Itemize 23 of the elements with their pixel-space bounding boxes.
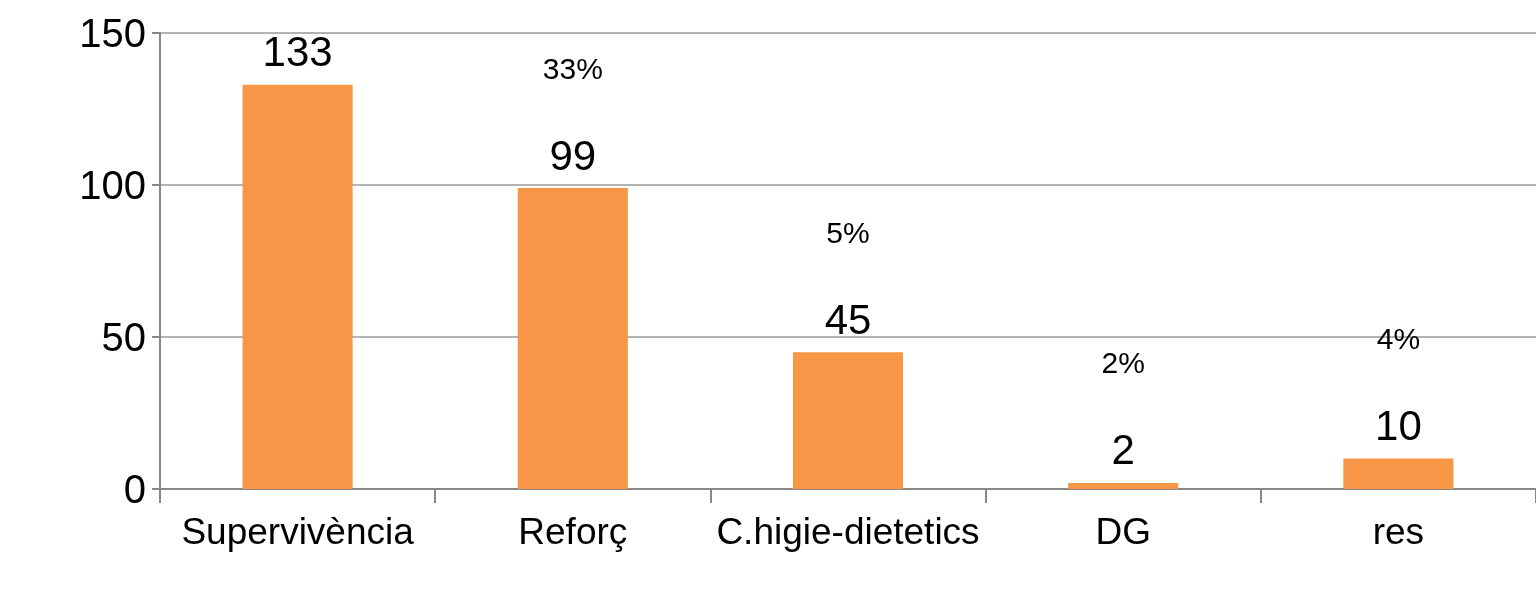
x-tick-label: C.higie-dietetics xyxy=(716,511,980,552)
data-label: 99 xyxy=(549,131,597,179)
y-tick-label: 0 xyxy=(123,467,146,511)
data-label: 10 xyxy=(1375,402,1422,450)
data-label: 133 xyxy=(262,28,333,76)
y-tick-label: 50 xyxy=(101,315,146,359)
data-label: 2 xyxy=(1111,426,1135,474)
bar xyxy=(1343,458,1454,489)
x-tick-label: res xyxy=(1372,511,1425,552)
data-label: 45 xyxy=(824,295,872,343)
annotation: 33% xyxy=(542,51,603,85)
y-tick-label: 150 xyxy=(79,11,146,55)
annotation: 4% xyxy=(1376,322,1421,356)
y-tick-label: 100 xyxy=(79,163,146,207)
bar xyxy=(792,352,904,489)
x-tick-label: DG xyxy=(1095,511,1151,552)
x-tick-label: Supervivència xyxy=(181,511,415,552)
annotation: 5% xyxy=(826,215,870,249)
annotation: 2% xyxy=(1101,346,1145,380)
bar xyxy=(517,188,628,489)
bar xyxy=(1068,482,1179,489)
x-tick-label: Reforç xyxy=(518,511,628,552)
bar xyxy=(242,84,353,489)
